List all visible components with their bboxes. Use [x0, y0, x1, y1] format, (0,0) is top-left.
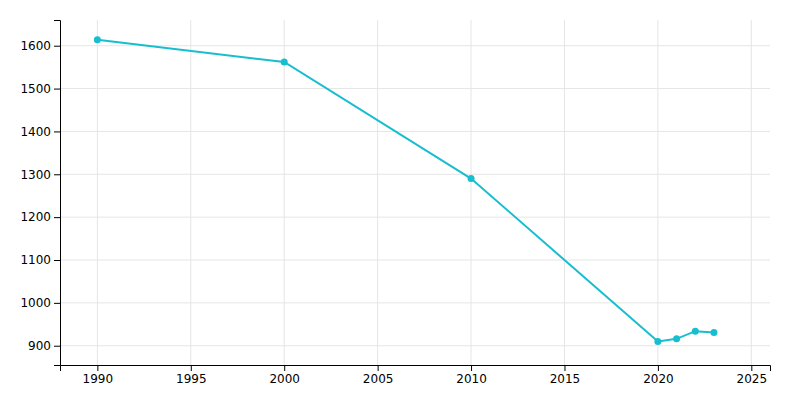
grid-line-y [60, 174, 770, 175]
tick-label: 1200 [20, 210, 51, 224]
tick-label: 1000 [20, 296, 51, 310]
tick-label: 1400 [20, 125, 51, 139]
tick-label: 2005 [363, 372, 394, 386]
plot: 1990 1995 2000 2005 2010 2015 2020 2025 900 1000 1… [20, 20, 770, 386]
tick-label: 1600 [20, 39, 51, 53]
grid-line-x [657, 20, 658, 365]
tick: 1200 [20, 210, 60, 224]
grid-line-y [60, 345, 770, 346]
tick-label: 1500 [20, 82, 51, 96]
tick-mark [54, 217, 60, 218]
tick: 2010 [456, 365, 487, 386]
chart: 1990 1995 2000 2005 2010 2015 2020 2025 900 1000 1… [0, 0, 800, 400]
tick-label: 2000 [269, 372, 300, 386]
tick: 1995 [176, 365, 207, 386]
grid-line-x [284, 20, 285, 365]
grid-line-x [564, 20, 565, 365]
tick-label: 1995 [176, 372, 207, 386]
point [654, 338, 661, 345]
grid-line-y [60, 131, 770, 132]
grid-line-x [751, 20, 752, 365]
tick-mark [54, 346, 60, 347]
tick-mark [751, 365, 752, 371]
tick-mark [564, 365, 565, 371]
tick-label: 900 [28, 339, 51, 353]
tick-mark [658, 365, 659, 371]
tick: 2020 [643, 365, 674, 386]
axis-line [61, 366, 771, 372]
tick: 1300 [20, 168, 60, 182]
tick: 2000 [269, 365, 300, 386]
grid-line-x [97, 20, 98, 365]
point [673, 335, 680, 342]
tick-label: 2015 [550, 372, 581, 386]
point [281, 59, 288, 66]
tick: 1500 [20, 82, 60, 96]
tick-mark [54, 46, 60, 47]
y-axis: 900 1000 1100 1200 1300 1400 1500 1600 [20, 21, 60, 366]
grid-line-y [60, 260, 770, 261]
point [710, 329, 717, 336]
grid-line-y [60, 302, 770, 303]
tick-mark [54, 89, 60, 90]
tick: 1400 [20, 125, 60, 139]
tick: 1600 [20, 39, 60, 53]
grid-line-x [471, 20, 472, 365]
axis-line [54, 21, 61, 366]
grid-line-x [377, 20, 378, 365]
tick-mark [54, 303, 60, 304]
tick-mark [471, 365, 472, 371]
grid-line-y [60, 88, 770, 89]
tick-mark [284, 365, 285, 371]
grid-line-y [60, 45, 770, 46]
point [692, 328, 699, 335]
tick: 2025 [737, 365, 768, 386]
grid-line-y [60, 217, 770, 218]
tick: 1000 [20, 296, 60, 310]
tick-label: 2020 [643, 372, 674, 386]
tick: 2005 [363, 365, 394, 386]
tick-label: 1300 [20, 168, 51, 182]
tick: 1100 [20, 253, 60, 267]
point [94, 36, 101, 43]
grid [60, 20, 770, 365]
series [94, 36, 718, 345]
tick-label: 2010 [456, 372, 487, 386]
tick-mark [97, 365, 98, 371]
tick-label: 1990 [83, 372, 114, 386]
tick-mark [54, 260, 60, 261]
tick-mark [54, 131, 60, 132]
tick: 900 [28, 339, 60, 353]
tick-mark [191, 365, 192, 371]
tick-label: 1100 [20, 253, 51, 267]
tick-label: 2025 [737, 372, 768, 386]
tick: 1990 [83, 365, 114, 386]
tick-mark [378, 365, 379, 371]
grid-line-x [190, 20, 191, 365]
point [468, 175, 475, 182]
tick: 2015 [550, 365, 581, 386]
x-axis: 1990 1995 2000 2005 2010 2015 2020 2025 [61, 365, 771, 386]
line [97, 40, 714, 342]
tick-mark [54, 174, 60, 175]
